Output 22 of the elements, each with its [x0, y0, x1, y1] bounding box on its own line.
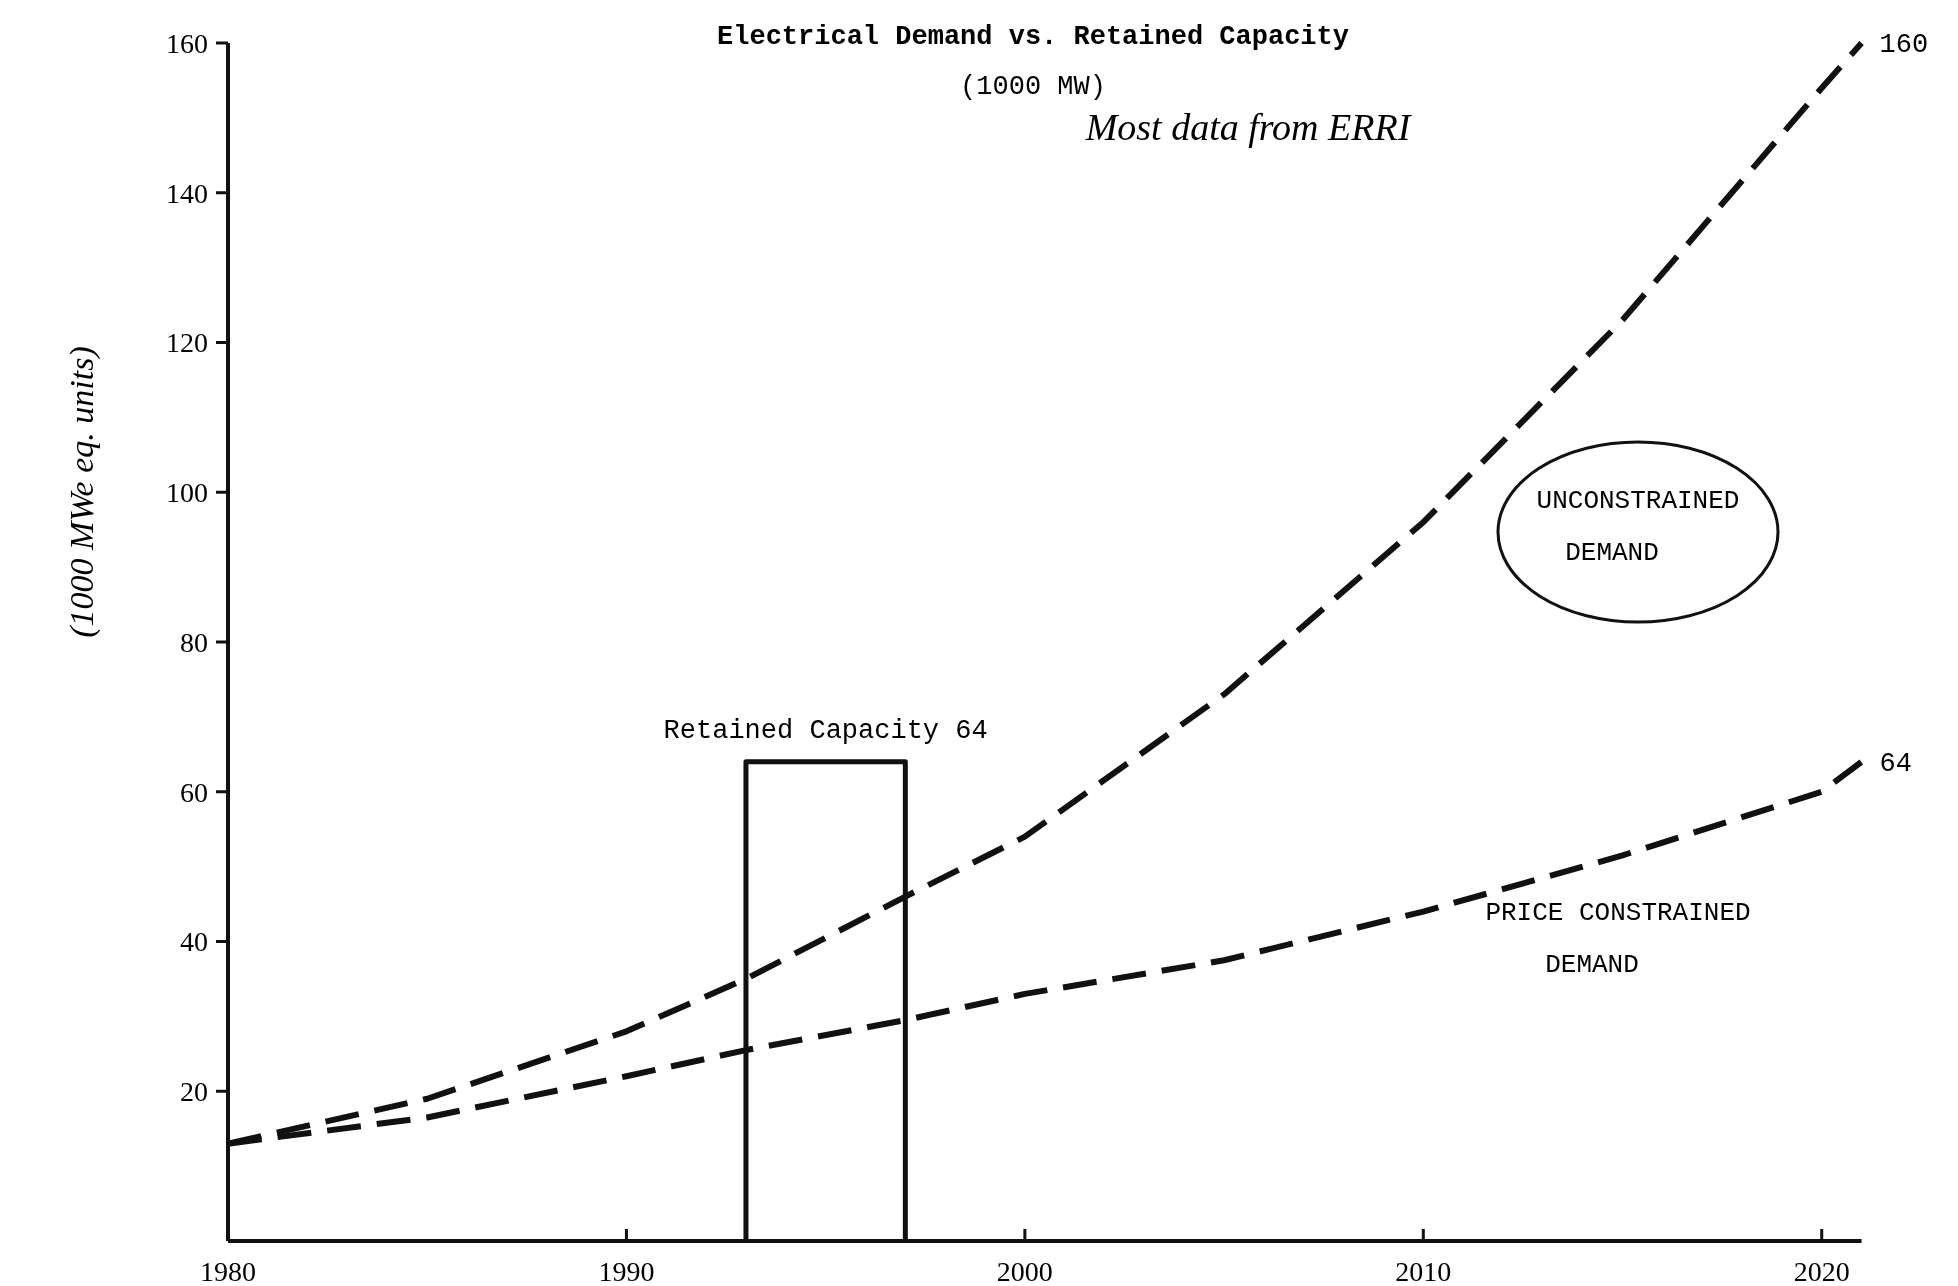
y-tick-label: 60 — [180, 776, 208, 808]
y-tick-label: 40 — [180, 926, 208, 958]
series-label: Retained Capacity 64 — [663, 715, 988, 746]
data-label: 160 — [1879, 30, 1929, 60]
y-tick-label: 120 — [166, 327, 208, 359]
y-tick-label: 140 — [166, 177, 208, 209]
data-label: 64 — [1879, 748, 1912, 779]
annotation: Most data from ERRI — [1084, 106, 1413, 148]
y-axis-title: (1000 MWe eq. units) — [63, 346, 101, 638]
x-tick-label: 2020 — [1793, 1256, 1850, 1286]
x-tick-label: 2000 — [996, 1256, 1053, 1286]
y-tick-label: 160 — [166, 27, 208, 59]
x-tick-label: 2010 — [1395, 1256, 1452, 1286]
x-tick-label: 1980 — [200, 1256, 256, 1286]
text: UNCONSTRAINED DEMAND — [1536, 486, 1740, 568]
text: (1000 MW) — [960, 72, 1106, 102]
chart-title: Electrical Demand vs. Retained Capacity — [717, 22, 1349, 52]
y-tick-label: 80 — [180, 626, 208, 658]
y-tick-label: 20 — [180, 1076, 208, 1108]
series-label: PRICE CONSTRAINED DEMAND — [1485, 898, 1751, 980]
x-tick-label: 1990 — [598, 1256, 655, 1286]
y-tick-label: 100 — [166, 477, 208, 509]
